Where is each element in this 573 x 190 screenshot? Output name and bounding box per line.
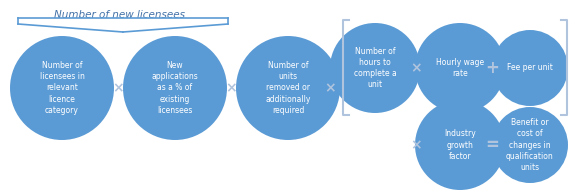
Ellipse shape bbox=[415, 100, 505, 190]
Text: ×: × bbox=[410, 61, 422, 75]
Text: Number of new licensees: Number of new licensees bbox=[54, 10, 186, 20]
Text: ×: × bbox=[112, 81, 124, 95]
Text: Fee per unit: Fee per unit bbox=[507, 63, 553, 73]
Text: =: = bbox=[485, 136, 499, 154]
Text: Benefit or
cost of
changes in
qualification
units: Benefit or cost of changes in qualificat… bbox=[506, 118, 554, 172]
Text: ×: × bbox=[410, 138, 422, 152]
Ellipse shape bbox=[236, 36, 340, 140]
Text: ×: × bbox=[324, 81, 336, 95]
Text: Number of
hours to
complete a
unit: Number of hours to complete a unit bbox=[354, 47, 397, 89]
Text: Hourly wage
rate: Hourly wage rate bbox=[436, 58, 484, 78]
Text: +: + bbox=[485, 59, 499, 77]
Text: Number of
licensees in
relevant
licence
category: Number of licensees in relevant licence … bbox=[40, 61, 84, 115]
Text: Industry
growth
factor: Industry growth factor bbox=[444, 129, 476, 161]
Text: New
applications
as a % of
existing
licensees: New applications as a % of existing lice… bbox=[152, 61, 198, 115]
Text: ×: × bbox=[225, 81, 237, 95]
Ellipse shape bbox=[123, 36, 227, 140]
Ellipse shape bbox=[10, 36, 114, 140]
Ellipse shape bbox=[492, 107, 568, 183]
Ellipse shape bbox=[492, 30, 568, 106]
Ellipse shape bbox=[330, 23, 420, 113]
Ellipse shape bbox=[415, 23, 505, 113]
Text: Number of
units
removed or
additionally
required: Number of units removed or additionally … bbox=[265, 61, 311, 115]
